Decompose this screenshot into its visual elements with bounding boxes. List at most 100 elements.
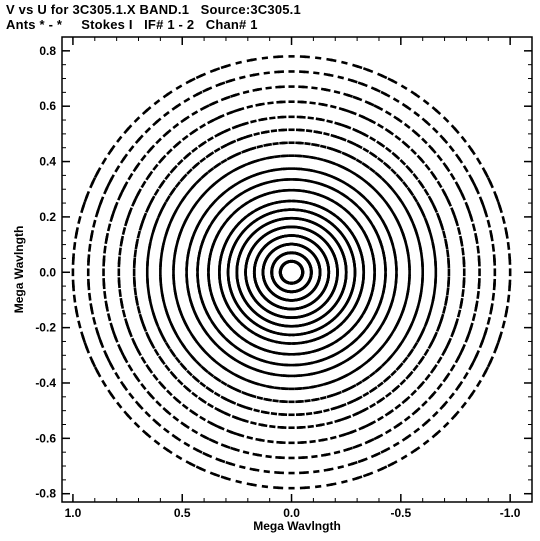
uv-point bbox=[171, 104, 179, 111]
uv-point bbox=[335, 226, 342, 234]
uv-point bbox=[260, 130, 268, 135]
uv-point bbox=[318, 422, 325, 427]
uv-point bbox=[368, 151, 376, 158]
uv-point bbox=[134, 345, 141, 354]
uv-point bbox=[179, 175, 186, 183]
uv-point bbox=[380, 177, 388, 184]
uv-point bbox=[267, 385, 275, 389]
uv-point bbox=[333, 148, 340, 153]
uv-point bbox=[343, 330, 351, 337]
uv-point bbox=[200, 172, 208, 180]
uv-point bbox=[279, 225, 287, 230]
uv-point bbox=[360, 177, 368, 184]
uv-point bbox=[388, 236, 394, 245]
uv-point bbox=[176, 201, 183, 210]
uv-point bbox=[378, 239, 384, 248]
uv-point bbox=[197, 396, 205, 403]
uv-point bbox=[469, 359, 476, 368]
uv-point bbox=[149, 302, 154, 311]
uv-point bbox=[255, 453, 263, 457]
uv-point bbox=[308, 372, 315, 376]
uv-point bbox=[256, 225, 264, 231]
uv-point bbox=[211, 439, 219, 445]
uv-point bbox=[164, 364, 171, 372]
chart-title: V vs U for 3C305.1.X BAND.1 Source:3C305… bbox=[6, 2, 301, 17]
uv-point bbox=[232, 166, 240, 172]
uv-point bbox=[157, 380, 165, 388]
x-tick-label: 0.0 bbox=[283, 506, 300, 520]
uv-point bbox=[249, 307, 257, 314]
uv-point bbox=[492, 254, 496, 263]
uv-point bbox=[306, 168, 314, 173]
uv-point bbox=[427, 144, 435, 152]
uv-point bbox=[269, 311, 277, 317]
uv-point bbox=[385, 391, 392, 398]
uv-point bbox=[385, 146, 392, 153]
uv-point bbox=[261, 232, 269, 239]
uv-point bbox=[93, 170, 100, 179]
uv-point bbox=[403, 415, 411, 422]
uv-point bbox=[416, 299, 421, 308]
uv-point bbox=[429, 170, 437, 179]
uv-point bbox=[209, 471, 217, 477]
uv-point bbox=[454, 181, 461, 189]
uv-point bbox=[352, 127, 359, 133]
uv-point bbox=[245, 364, 253, 370]
uv-points bbox=[71, 55, 512, 490]
uv-point bbox=[191, 374, 199, 382]
uv-point bbox=[486, 316, 491, 325]
uv-point bbox=[397, 341, 404, 349]
uv-point bbox=[153, 439, 161, 446]
uv-point bbox=[314, 306, 322, 313]
uv-point bbox=[253, 381, 261, 386]
uv-point bbox=[311, 86, 318, 90]
uv-point bbox=[180, 315, 187, 324]
uv-point bbox=[186, 248, 191, 257]
uv-point bbox=[361, 263, 366, 272]
uv-point bbox=[431, 410, 439, 418]
uv-point bbox=[346, 183, 354, 190]
uv-point bbox=[391, 348, 399, 356]
uv-point bbox=[354, 238, 360, 247]
y-tick-label: -0.2 bbox=[35, 321, 56, 335]
uv-point bbox=[355, 443, 363, 448]
uv-point bbox=[186, 369, 193, 377]
uv-point bbox=[405, 288, 410, 297]
uv-point bbox=[395, 194, 403, 202]
uv-point bbox=[405, 327, 412, 335]
uv-point bbox=[200, 365, 208, 372]
uv-point bbox=[336, 163, 343, 169]
uv-point bbox=[230, 93, 237, 98]
uv-point bbox=[247, 146, 255, 152]
uv-point bbox=[318, 302, 326, 310]
uv-point bbox=[349, 384, 357, 390]
uv-point bbox=[383, 261, 387, 270]
uv-point bbox=[153, 348, 160, 357]
uv-point bbox=[119, 297, 124, 306]
uv-point bbox=[304, 179, 312, 183]
uv-point bbox=[145, 363, 152, 372]
uv-point bbox=[215, 115, 222, 121]
uv-point bbox=[213, 391, 221, 398]
uv-point bbox=[273, 386, 281, 390]
uv-point bbox=[344, 415, 352, 420]
uv-point bbox=[315, 117, 323, 121]
uv-point bbox=[436, 154, 443, 162]
uv-point bbox=[412, 341, 419, 350]
uv-point bbox=[261, 484, 269, 489]
uv-point bbox=[162, 92, 170, 99]
uv-point bbox=[432, 250, 437, 259]
uv-point bbox=[337, 465, 345, 470]
uv-point bbox=[378, 396, 386, 403]
uv-point bbox=[307, 116, 314, 120]
uv-point bbox=[387, 77, 395, 83]
uv-point bbox=[222, 319, 230, 327]
uv-point bbox=[390, 369, 397, 377]
uv-point bbox=[501, 216, 506, 225]
uv-point bbox=[349, 199, 357, 206]
uv-point bbox=[140, 383, 147, 391]
uv-point bbox=[355, 158, 363, 164]
uv-point bbox=[94, 326, 100, 335]
uv-point bbox=[119, 156, 127, 164]
uv-point bbox=[318, 171, 326, 176]
